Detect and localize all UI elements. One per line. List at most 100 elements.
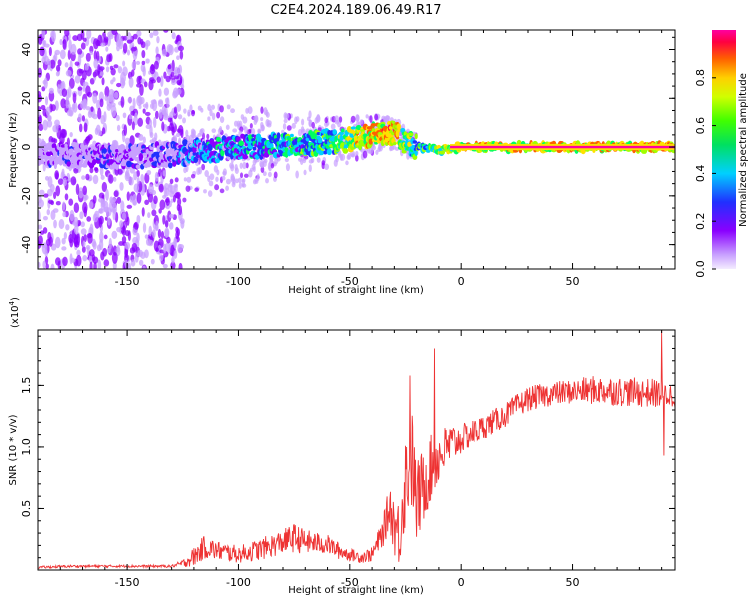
spectrogram-noise-cell bbox=[142, 265, 146, 269]
spectrogram-noise-cell bbox=[307, 116, 311, 122]
spectrogram-noise-cell bbox=[216, 111, 221, 119]
spectrogram-noise-cell bbox=[111, 251, 118, 264]
spectrogram-ridge-cell bbox=[165, 148, 170, 156]
spectrogram-noise-cell bbox=[42, 39, 47, 45]
spectrogram-ridge-cell bbox=[238, 140, 244, 147]
spectrogram-noise-cell bbox=[55, 123, 59, 134]
spectrogram-ridge-cell bbox=[393, 141, 397, 146]
spectrogram-noise-cell bbox=[82, 185, 88, 196]
chart-title: C2E4.2024.189.06.49.R17 bbox=[270, 3, 441, 18]
spectrogram-noise-cell bbox=[74, 75, 81, 84]
spectrogram-noise-cell bbox=[142, 66, 146, 77]
spectrogram-noise-cell bbox=[137, 249, 143, 258]
spectrogram-noise-cell bbox=[101, 181, 108, 193]
spectrogram-noise-cell bbox=[154, 171, 159, 182]
spectrogram-noise-cell bbox=[165, 75, 171, 83]
spectrogram-noise-cell bbox=[110, 105, 117, 118]
spectrogram-noise-cell bbox=[89, 77, 95, 85]
spectrogram-noise-cell bbox=[239, 172, 244, 179]
spectrogram-noise-cell bbox=[270, 162, 275, 169]
spectrogram-noise-cell bbox=[71, 103, 76, 110]
spectrogram-noise-cell bbox=[232, 128, 238, 133]
spectrogram-noise-cell bbox=[43, 193, 49, 198]
spectrogram-noise-cell bbox=[61, 237, 66, 245]
spectrogram-noise-cell bbox=[136, 192, 142, 204]
spectrogram-noise-cell bbox=[324, 121, 329, 128]
spectrogram-ridge-cell bbox=[289, 133, 294, 138]
spectrogram-noise-cell bbox=[104, 86, 110, 98]
spectrogram-xtick-label: -150 bbox=[115, 275, 140, 288]
spectrogram-noise-cell bbox=[119, 220, 124, 228]
spectrogram-noise-cell bbox=[316, 157, 321, 163]
spectrogram-ridge-cell bbox=[396, 123, 401, 130]
spectrogram-noise-cell bbox=[68, 78, 75, 89]
spectrogram-noise-cell bbox=[148, 225, 153, 237]
spectrogram-ridge-cell bbox=[368, 138, 373, 145]
spectrogram-noise-cell bbox=[173, 250, 178, 259]
spectrogram-noise-cell bbox=[219, 105, 224, 113]
spectrogram-noise-cell bbox=[120, 96, 125, 108]
spectrogram-noise-cell bbox=[231, 181, 236, 188]
spectrogram-noise-cell bbox=[62, 177, 68, 187]
spectrogram-noise-cell bbox=[207, 190, 213, 198]
spectrogram-noise-cell bbox=[315, 114, 321, 123]
spectrogram-noise-cell bbox=[105, 188, 109, 201]
spectrogram-ridge-cell bbox=[388, 126, 393, 130]
spectrogram-noise-cell bbox=[51, 30, 56, 43]
spectrogram-ridge-cell bbox=[164, 162, 169, 169]
spectrogram-y-axis: -40 -20 0 20 40 bbox=[20, 36, 675, 270]
spectrogram-noise-cell bbox=[187, 109, 191, 117]
spectrogram-noise-cell bbox=[133, 171, 138, 181]
spectrogram-noise-cell bbox=[355, 154, 359, 162]
spectrogram-noise-cell bbox=[138, 133, 144, 141]
spectrogram-noise-cell bbox=[136, 75, 142, 85]
spectrogram-noise-cell bbox=[82, 240, 86, 248]
spectrogram-noise-cell bbox=[110, 67, 116, 76]
spectrogram-noise-cell bbox=[69, 253, 73, 265]
spectrogram-noise-cell bbox=[90, 106, 94, 112]
spectrogram-noise-cell bbox=[158, 208, 162, 214]
spectrogram-noise-cell bbox=[111, 230, 118, 239]
spectrogram-noise-cell bbox=[119, 182, 124, 191]
spectrogram-noise-cell bbox=[369, 115, 373, 123]
spectrogram-noise-cell bbox=[38, 123, 44, 132]
spectrogram-noise-cell bbox=[100, 42, 106, 47]
spectrogram-noise-cell bbox=[62, 38, 67, 50]
spectrogram-noise-cell bbox=[54, 49, 61, 56]
spectrogram-noise-cell bbox=[171, 256, 175, 264]
spectrogram-noise-cell bbox=[69, 131, 73, 138]
spectrogram-noise-cell bbox=[175, 132, 181, 138]
spectrogram-noise-cell bbox=[74, 240, 80, 248]
spectrogram-noise-cell bbox=[252, 158, 257, 166]
spectrogram-noise-cell bbox=[249, 122, 253, 129]
spectrogram-noise-cell bbox=[65, 224, 70, 231]
spectrogram-noise-cell bbox=[168, 213, 175, 219]
spectrogram-ridge-cell bbox=[326, 148, 332, 156]
spectrogram-noise-cell bbox=[60, 98, 67, 109]
spectrogram-noise-cell bbox=[70, 176, 77, 186]
spectrogram-noise-cell bbox=[132, 97, 136, 110]
spectrogram-noise-cell bbox=[139, 96, 145, 105]
spectrogram-ridge-cell bbox=[401, 149, 407, 154]
spectrogram-noise-cell bbox=[226, 104, 231, 110]
spectrogram-noise-cell bbox=[63, 232, 67, 240]
spectrogram-noise-cell bbox=[206, 133, 210, 140]
spectrogram-noise-cell bbox=[130, 259, 136, 267]
spectrogram-noise-cell bbox=[73, 167, 79, 174]
spectrogram-noise-cell bbox=[282, 123, 287, 130]
spectrogram-ridge-cell bbox=[355, 125, 362, 131]
spectrogram-noise-cell bbox=[38, 106, 42, 111]
spectrogram-noise-cell bbox=[244, 126, 248, 134]
spectrogram-noise-cell bbox=[164, 228, 169, 238]
spectrogram-noise-cell bbox=[80, 221, 85, 228]
spectrogram-noise-cell bbox=[240, 114, 245, 120]
spectrogram-noise-cell bbox=[134, 112, 138, 119]
spectrogram-noise-cell bbox=[177, 125, 184, 136]
spectrogram-noise-cell bbox=[374, 113, 379, 121]
spectrogram-noise-cell bbox=[145, 58, 150, 64]
spectrogram-ridge-cell bbox=[167, 162, 173, 169]
spectrogram-noise-cell bbox=[151, 209, 157, 217]
spectrogram-panel: -150 -100 -50 0 50 -40 -20 0 20 40 Height of str… bbox=[8, 29, 676, 296]
spectrogram-noise-cell bbox=[355, 114, 360, 122]
spectrogram-noise-cell bbox=[284, 113, 290, 119]
